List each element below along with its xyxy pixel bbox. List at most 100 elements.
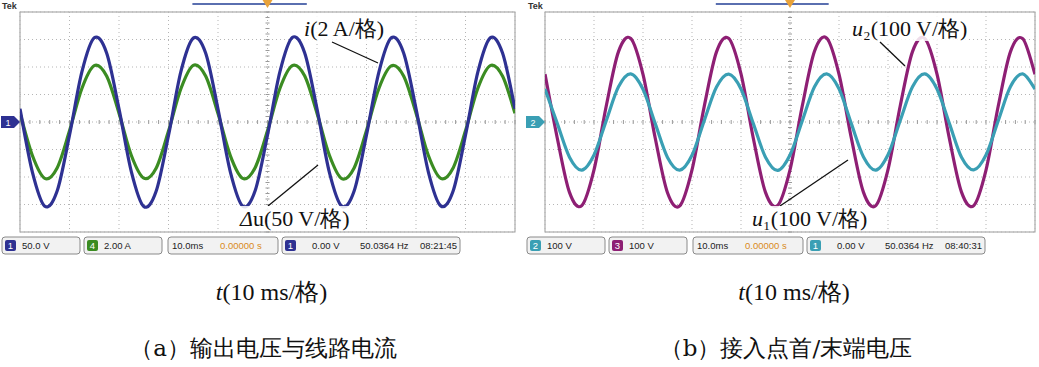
readout-text: 50.0364 Hz [885,240,934,251]
series-label: i(2 A/格) [304,16,384,41]
grid-line-x [168,12,169,232]
minor-tick [788,23,792,24]
minor-tick [376,120,377,124]
grid-line-y [545,122,1035,123]
minor-tick [266,72,270,73]
minor-tick [138,120,139,124]
readout-box [282,237,460,254]
panel: Tek2u₂(100 V/格)u₁(100 V/格)2100 V3100 V10… [526,0,1035,361]
minor-tick [692,120,693,124]
grid-line-x [317,12,318,232]
minor-tick [266,23,270,24]
grid-line-x [888,12,889,232]
channel-chip [87,240,98,251]
channel-chip [612,240,623,251]
minor-tick [788,56,792,57]
minor-tick [1015,120,1016,124]
minor-tick [158,120,159,124]
readout-box [609,237,687,254]
minor-tick [366,120,367,124]
record-bar [716,3,829,5]
minor-tick [119,120,120,124]
minor-tick [266,100,270,101]
minor-tick [788,94,792,95]
minor-tick [266,17,270,18]
minor-tick [986,120,987,124]
minor-tick [623,120,624,124]
minor-tick [907,120,908,124]
x-axis-label: t(10 ms/格) [216,279,327,305]
minor-tick [307,120,308,124]
minor-tick [788,78,792,79]
trigger-marker [785,0,795,8]
readout-box [807,237,985,254]
minor-tick [564,120,565,124]
minor-tick [711,120,712,124]
minor-tick [741,120,742,124]
readout-text: 50.0364 Hz [360,240,409,251]
label-background [851,16,968,41]
grid-line-x [416,12,417,232]
label-background [751,206,868,231]
minor-tick [594,120,595,124]
minor-tick [266,28,270,29]
minor-tick [584,120,585,124]
minor-tick [788,133,792,134]
minor-tick [966,120,967,124]
readout-text: 50.0 V [22,240,50,251]
readout-box [527,237,605,254]
minor-tick [445,120,446,124]
grid-line-x [218,12,219,232]
minor-tick [356,120,357,124]
grid-line-y [545,94,1035,95]
minor-tick [168,120,169,124]
minor-tick [406,120,407,124]
minor-tick [266,67,270,68]
minor-tick [128,120,129,124]
record-bar [192,3,306,5]
minor-tick [721,120,722,124]
grid-line-x [643,12,644,232]
minor-tick [788,204,792,205]
readout-text: 08:40:31 [945,240,982,251]
minor-tick [266,83,270,84]
readout-text: 100 V [629,240,654,251]
minor-tick [788,188,792,189]
minor-tick [266,39,270,40]
minor-tick [788,232,792,233]
minor-tick [227,120,228,124]
minor-tick [266,89,270,90]
minor-tick [198,120,199,124]
minor-tick [839,120,840,124]
minor-tick [613,120,614,124]
minor-tick [868,120,869,124]
ground-marker [1,116,20,128]
series-label: u₁(100 V/格) [752,206,867,231]
series-label-symbol: Δ [239,206,253,231]
minor-tick [515,120,516,124]
ground-marker [526,116,545,128]
screen-frame [545,12,1035,232]
minor-tick [788,67,792,68]
minor-tick [317,120,318,124]
minor-tick [266,105,270,106]
grid-line-x [69,12,70,232]
readout-text: 1 [8,240,13,251]
grid-line-x [986,12,987,232]
minor-tick [788,50,792,51]
minor-tick [266,12,270,13]
waveform [545,74,1035,171]
minor-tick [917,120,918,124]
minor-tick [495,120,496,124]
minor-tick [788,116,792,117]
minor-tick [829,120,830,124]
channel-chip [810,240,821,251]
minor-tick [788,39,792,40]
minor-tick [188,120,189,124]
grid-line-y [545,204,1035,205]
minor-tick [485,120,486,124]
grid-line-x [465,12,466,232]
readout-box [84,237,162,254]
minor-tick [475,120,476,124]
waveform [20,37,515,208]
